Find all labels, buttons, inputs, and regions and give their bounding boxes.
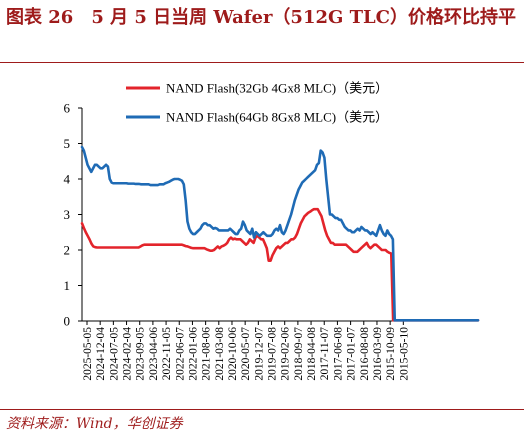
x-tick-label: 2020-10-06: [227, 327, 239, 381]
title-divider: [0, 62, 524, 63]
y-tick-label: 3: [64, 207, 71, 222]
y-tick-label: 0: [64, 314, 71, 329]
x-tick-label: 2019-12-07: [253, 327, 265, 381]
x-tick-label: 2019-07-08: [267, 327, 279, 381]
x-tick-label: 2017-01-07: [346, 327, 358, 381]
y-tick-label: 6: [64, 101, 71, 116]
x-tick-label: 2018-09-07: [293, 327, 305, 381]
x-tick-label: 2016-03-09: [372, 327, 384, 381]
series-layer: [80, 145, 480, 322]
series-line-1: [80, 145, 480, 322]
legend-label-0: NAND Flash(32Gb 4Gx8 MLC)（美元）: [166, 81, 388, 96]
x-tick-label: 2023-09-05: [135, 327, 147, 381]
x-tick-label: 2021-03-08: [214, 327, 226, 381]
x-tick-label: 2018-04-08: [306, 327, 318, 381]
x-tick-label: 2016-08-08: [359, 327, 371, 381]
x-tick-label: 2023-04-06: [148, 327, 160, 381]
y-tick-label: 1: [64, 278, 71, 293]
x-tick-label: 2022-01-06: [187, 327, 199, 381]
x-tick-label: 2022-06-07: [174, 327, 186, 381]
x-tick-label: 2024-12-04: [95, 327, 107, 381]
source-note: 资料来源：Wind，华创证券: [6, 416, 183, 432]
y-tick-label: 4: [64, 172, 71, 187]
x-tick-label: 2025-05-05: [82, 327, 94, 381]
x-tick-label: 2017-06-08: [332, 327, 344, 381]
x-tick-label: 2020-05-07: [240, 327, 252, 381]
x-tick-label: 2017-11-07: [319, 327, 331, 380]
x-tick-label: 2022-11-05: [161, 327, 173, 380]
source-divider: [0, 409, 524, 410]
x-tick-label: 2015-10-09: [385, 327, 397, 381]
y-tick-label: 2: [64, 243, 71, 258]
legend: NAND Flash(32Gb 4Gx8 MLC)（美元） NAND Flash(…: [126, 81, 388, 125]
y-axis: 0 1 2 3 4 5 6: [64, 101, 83, 329]
x-tick-label: 2015-05-10: [398, 327, 410, 381]
x-tick-label: 2019-02-06: [280, 327, 292, 381]
chart-title: 图表 26 5 月 5 日当周 Wafer（512G TLC）价格环比持平: [6, 7, 517, 28]
x-tick-label: 2024-07-05: [108, 327, 120, 381]
y-tick-label: 5: [64, 136, 71, 151]
x-tick-label: 2024-02-04: [122, 327, 134, 381]
x-axis: 2025-05-05 2024-12-04 2024-07-05 2024-02-04…: [82, 320, 478, 381]
x-tick-label: 2021-08-06: [201, 327, 213, 381]
legend-label-1: NAND Flash(64Gb 8Gx8 MLC)（美元）: [166, 110, 388, 125]
